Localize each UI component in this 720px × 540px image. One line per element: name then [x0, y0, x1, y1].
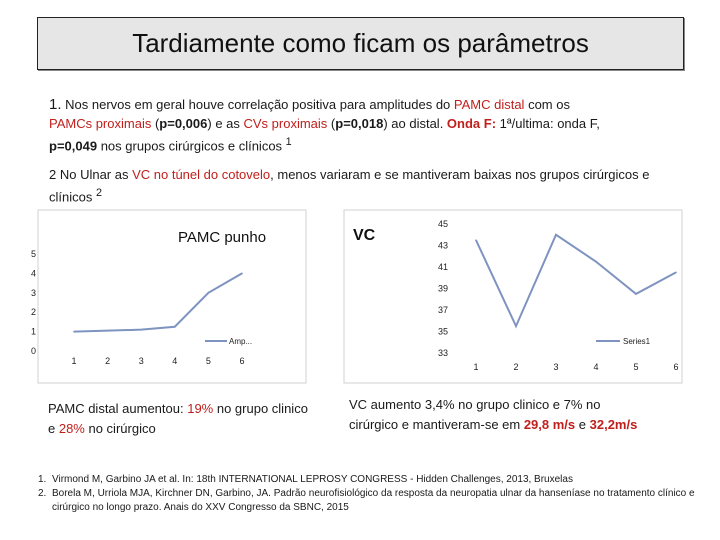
y-tick-label: 2: [31, 307, 36, 317]
y-tick-label: 35: [438, 327, 448, 337]
caption-right: VC aumento 3,4% no grupo clinico e 7% no…: [349, 395, 649, 435]
x-tick-label: 4: [172, 356, 177, 366]
y-tick-label: 41: [438, 262, 448, 272]
data-point: [595, 260, 597, 263]
x-tick-label: 5: [206, 356, 211, 366]
text: , menos variaram e se mantiveram baixas …: [49, 167, 650, 205]
text: no grupo clinico e: [48, 401, 308, 436]
x-tick-label: 5: [633, 362, 638, 372]
legend-label: Amp...: [229, 337, 252, 346]
data-point: [675, 271, 677, 274]
highlight: 32,2m/s: [589, 417, 638, 432]
text: nos grupos cirúrgicos e clínicos: [97, 138, 286, 154]
x-tick-label: 6: [673, 362, 678, 372]
text: Nos nervos em geral houve correlação pos…: [61, 97, 454, 112]
legend-label: Series1: [623, 337, 651, 346]
data-point: [635, 293, 637, 295]
data-point: [515, 325, 517, 327]
text: 2 No Ulnar as: [49, 167, 133, 182]
x-tick-label: 1: [473, 362, 478, 372]
y-tick-label: 39: [438, 284, 448, 294]
chart-title: VC: [353, 227, 376, 244]
reference-number: 1.: [38, 474, 47, 485]
x-tick-label: 2: [513, 362, 518, 372]
y-tick-label: 1: [31, 327, 36, 337]
paragraph-2: 2 No Ulnar as VC no túnel do cotovelo, m…: [49, 165, 679, 206]
text: ) e as: [207, 116, 244, 131]
reference-text: Borela M, Urriola MJA, Kirchner DN, Garb…: [52, 488, 695, 513]
highlight: 28%: [58, 421, 85, 436]
data-point: [140, 328, 142, 331]
highlight: VC no túnel do cotovelo: [132, 167, 271, 182]
highlight: CVs proximais: [243, 116, 328, 131]
footnote-ref: 1: [285, 136, 292, 148]
y-tick-label: 33: [438, 348, 448, 358]
data-point: [207, 292, 210, 294]
paragraph-1: 1. Nos nervos em geral houve correlação …: [49, 95, 689, 155]
y-tick-label: 3: [31, 288, 36, 298]
data-point: [475, 239, 477, 241]
y-tick-label: 43: [438, 241, 448, 251]
highlight: Onda F:: [446, 116, 497, 131]
text: (: [327, 116, 336, 131]
reference-number: 2.: [38, 488, 47, 499]
chart-frame: [343, 209, 683, 384]
text: 1ª/ultima: onda F,: [496, 116, 600, 131]
data-point: [555, 233, 557, 236]
series-line: [475, 233, 677, 329]
y-tick-label: 37: [438, 305, 448, 315]
chart-frame: [37, 209, 307, 384]
y-tick-label: 45: [438, 219, 448, 229]
reference-text: Virmond M, Garbino JA et al. In: 18th IN…: [52, 474, 573, 485]
paragraph-number: 1.: [49, 96, 62, 113]
footnote-ref: 2: [95, 187, 102, 199]
slide-title: Tardiamente como ficam os parâmetros: [132, 28, 589, 58]
text: ) ao distal.: [383, 116, 447, 131]
y-tick-label: 4: [31, 268, 36, 278]
chart-title: PAMC punho: [178, 229, 266, 246]
text: no cirúrgico: [84, 421, 156, 436]
p-value: p=0,006: [159, 116, 208, 131]
data-point: [174, 325, 176, 328]
x-tick-label: 3: [553, 362, 558, 372]
x-tick-label: 2: [105, 356, 110, 366]
text: (: [151, 116, 160, 131]
p-value: p=0,049: [49, 138, 98, 154]
slide-title-box: Tardiamente como ficam os parâmetros: [37, 17, 684, 70]
text: VC aumento 3,4% no grupo clinico e 7% no…: [349, 397, 601, 432]
x-tick-label: 3: [139, 356, 144, 366]
text: e: [575, 417, 590, 432]
references: 1. Virmond M, Garbino JA et al. In: 18th…: [38, 473, 698, 515]
highlight: 19%: [187, 401, 214, 416]
y-tick-label: 5: [31, 249, 36, 259]
highlight: PAMCs proximais: [49, 116, 152, 131]
reference-item: 1. Virmond M, Garbino JA et al. In: 18th…: [38, 473, 698, 487]
data-point: [106, 329, 109, 332]
reference-item: 2. Borela M, Urriola MJA, Kirchner DN, G…: [38, 487, 698, 515]
highlight: 29,8 m/s: [523, 417, 576, 432]
x-tick-label: 6: [239, 356, 244, 366]
text: com os: [524, 97, 570, 112]
x-tick-label: 1: [71, 356, 76, 366]
p-value: p=0,018: [335, 116, 384, 131]
series-line: [73, 272, 243, 333]
data-point: [73, 330, 75, 333]
highlight: PAMC distal: [453, 97, 525, 112]
data-point: [241, 272, 243, 275]
y-tick-label: 0: [31, 346, 36, 356]
x-tick-label: 4: [593, 362, 598, 372]
text: PAMC distal aumentou:: [48, 401, 188, 416]
caption-left: PAMC distal aumentou: 19% no grupo clini…: [48, 399, 318, 439]
